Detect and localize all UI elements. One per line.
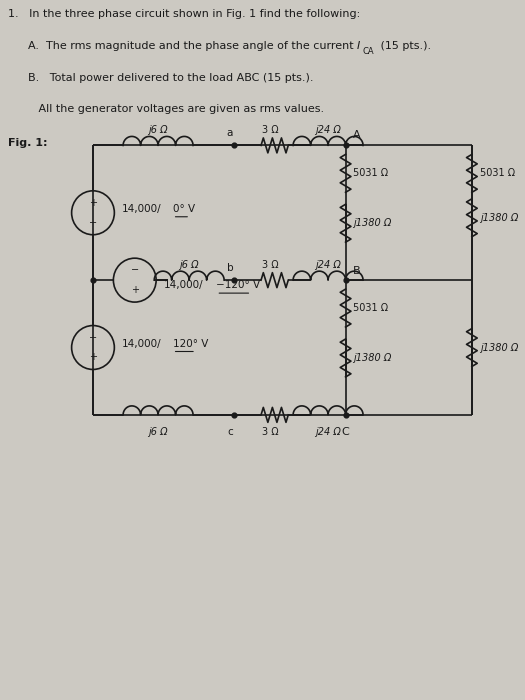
Text: 14,000/: 14,000/ — [122, 204, 162, 214]
Text: C: C — [342, 427, 350, 437]
Point — [341, 410, 350, 421]
Text: CA: CA — [362, 47, 374, 56]
Text: +: + — [89, 198, 97, 208]
Text: b: b — [227, 263, 233, 273]
Text: 1.   In the three phase circuit shown in Fig. 1 find the following:: 1. In the three phase circuit shown in F… — [8, 8, 361, 19]
Text: −: − — [89, 218, 97, 228]
Point — [229, 410, 238, 421]
Text: −120° V: −120° V — [216, 280, 260, 290]
Text: +: + — [89, 352, 97, 363]
Text: B: B — [353, 266, 361, 276]
Text: a: a — [227, 128, 233, 139]
Text: 14,000/: 14,000/ — [122, 339, 162, 349]
Text: 5031 Ω: 5031 Ω — [353, 303, 388, 313]
Text: j6 Ω: j6 Ω — [180, 260, 199, 270]
Text: (15 pts.).: (15 pts.). — [376, 41, 431, 50]
Text: 5031 Ω: 5031 Ω — [353, 169, 388, 178]
Text: 3 Ω: 3 Ω — [262, 427, 279, 437]
Point — [341, 274, 350, 286]
Text: Fig. 1:: Fig. 1: — [8, 139, 48, 148]
Text: 3 Ω: 3 Ω — [262, 125, 279, 135]
Text: j1380 Ω: j1380 Ω — [353, 218, 392, 228]
Text: 5031 Ω: 5031 Ω — [480, 169, 515, 178]
Text: A: A — [353, 130, 361, 141]
Text: j24 Ω: j24 Ω — [315, 125, 341, 135]
Point — [229, 274, 238, 286]
Text: All the generator voltages are given as rms values.: All the generator voltages are given as … — [28, 104, 324, 115]
Point — [89, 274, 97, 286]
Point — [341, 140, 350, 151]
Text: j1380 Ω: j1380 Ω — [480, 342, 518, 353]
Text: 14,000/: 14,000/ — [164, 280, 204, 290]
Point — [229, 140, 238, 151]
Text: j1380 Ω: j1380 Ω — [480, 213, 518, 223]
Text: 3 Ω: 3 Ω — [262, 260, 279, 270]
Text: j1380 Ω: j1380 Ω — [353, 353, 392, 363]
Text: A.  The rms magnitude and the phase angle of the current: A. The rms magnitude and the phase angle… — [28, 41, 357, 50]
Text: −: − — [89, 332, 97, 342]
Text: B.   Total power delivered to the load ABC (15 pts.).: B. Total power delivered to the load ABC… — [28, 73, 313, 83]
Text: j24 Ω: j24 Ω — [315, 427, 341, 437]
Text: 120° V: 120° V — [173, 339, 208, 349]
Text: j6 Ω: j6 Ω — [148, 427, 168, 437]
Text: −: − — [131, 265, 139, 275]
Text: j24 Ω: j24 Ω — [315, 260, 341, 270]
Text: +: + — [131, 285, 139, 295]
Text: j6 Ω: j6 Ω — [148, 125, 168, 135]
Text: 0° V: 0° V — [173, 204, 195, 214]
Text: I: I — [357, 41, 360, 50]
Text: c: c — [227, 427, 233, 437]
